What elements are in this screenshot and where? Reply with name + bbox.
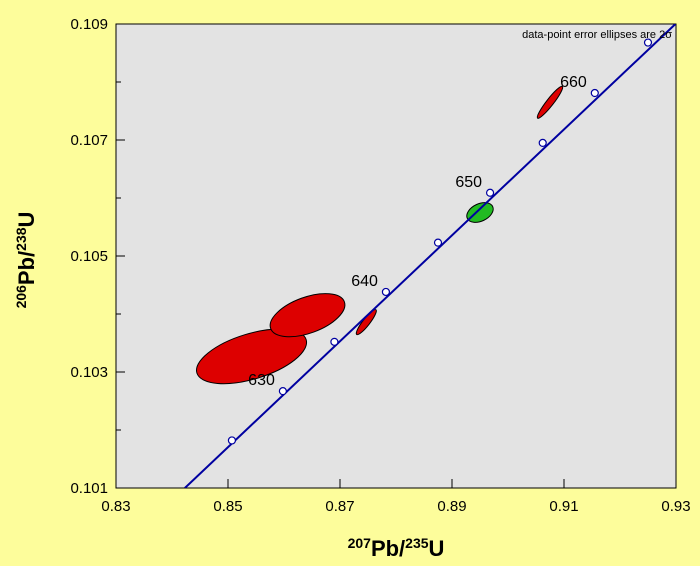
error-ellipse-5 <box>536 85 564 119</box>
concordia-age-label-630: 630 <box>248 372 275 389</box>
concordia-marker-2 <box>278 387 287 396</box>
concordia-marker-5 <box>433 238 443 247</box>
x-tick-label: 0.85 <box>213 498 242 515</box>
concordia-marker-7 <box>538 138 547 147</box>
y-axis-title-sup2: 238 <box>13 227 29 251</box>
error-ellipse-1 <box>195 328 308 385</box>
y-axis-title-sup: 206 <box>13 285 29 309</box>
concordia-age-label-660: 660 <box>560 74 587 91</box>
y-tick-label: 0.103 <box>70 364 108 381</box>
error-ellipses <box>195 85 564 385</box>
x-tick-label: 0.91 <box>549 498 578 515</box>
axes: 0.83 0.85 0.87 0.89 0.91 0.93 0.101 0.103 0.105 0… <box>70 16 690 515</box>
plot-area <box>115 23 677 489</box>
x-axis-title-sup2: 235 <box>405 535 429 551</box>
concordia-marker-8 <box>590 88 599 98</box>
y-axis-title: 206Pb/238U <box>13 212 39 309</box>
x-axis-title: 207Pb/235U <box>348 535 445 561</box>
y-tick-label: 0.105 <box>70 248 108 265</box>
x-tick-label: 0.83 <box>101 498 130 515</box>
x-axis-title-main: Pb/ <box>371 536 405 561</box>
x-tick-label: 0.87 <box>325 498 354 515</box>
x-tick-label: 0.93 <box>661 498 690 515</box>
error-ellipse-4 <box>466 202 494 223</box>
x-axis-title-end: U <box>429 536 445 561</box>
x-tick-label: 0.89 <box>437 498 466 515</box>
concordia-marker-3 <box>330 337 339 346</box>
concordia-curve: 630 640 650 660 <box>184 24 676 488</box>
y-tick-label: 0.109 <box>70 16 108 33</box>
concordia-line <box>184 24 676 488</box>
concordia-marker-1 <box>227 436 237 445</box>
concordia-age-label-650: 650 <box>455 174 482 191</box>
concordia-marker-9 <box>643 38 653 47</box>
y-axis-title-main: Pb/ <box>14 251 39 285</box>
y-axis-title-end: U <box>14 212 39 228</box>
concordia-marker-6 <box>485 188 495 197</box>
y-tick-label: 0.101 <box>70 480 108 497</box>
error-ellipse-2 <box>269 293 346 338</box>
x-axis-title-sup: 207 <box>348 535 372 551</box>
error-ellipse-note: data-point error ellipses are 2σ <box>522 29 672 41</box>
concordia-marker-4 <box>381 287 391 297</box>
y-tick-label: 0.107 <box>70 132 108 149</box>
concordia-age-label-640: 640 <box>351 273 378 290</box>
